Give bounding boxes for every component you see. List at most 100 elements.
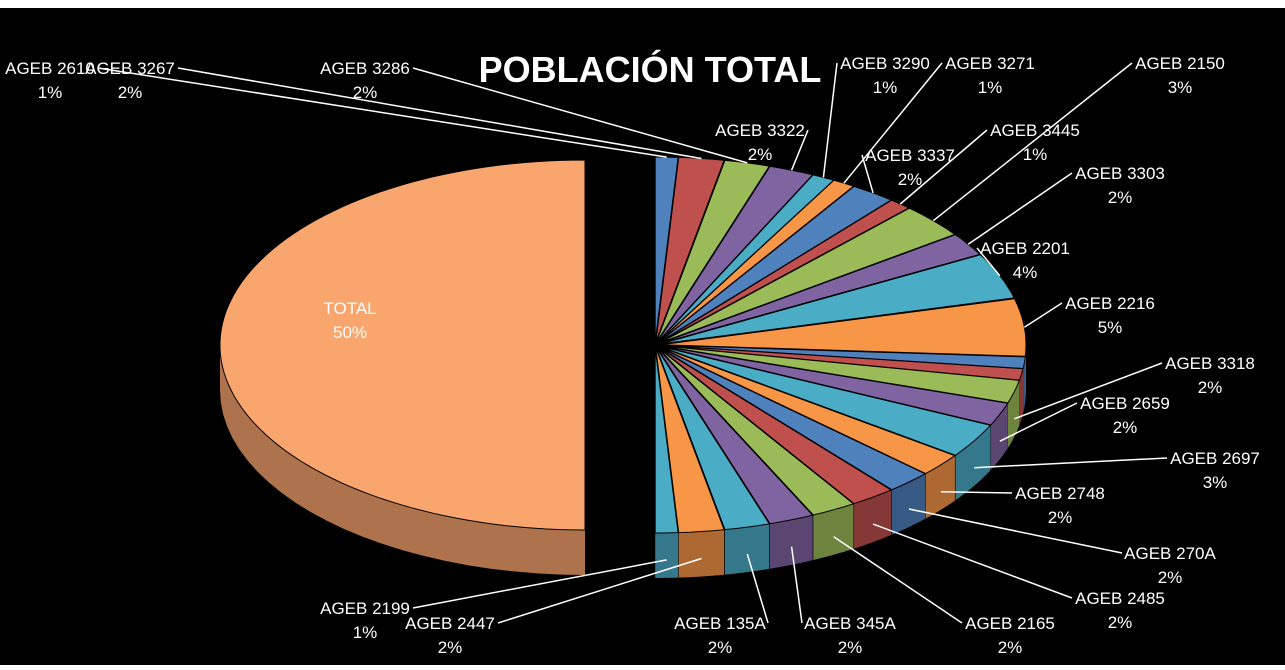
slice-side [678, 529, 725, 578]
slice-side [1019, 368, 1023, 426]
chart-background [0, 8, 1285, 665]
slice-side [724, 523, 770, 575]
slice-label: AGEB 2201 [980, 239, 1070, 258]
slice-label: AGEB 3322 [715, 121, 805, 140]
slice-value-label: 2% [118, 83, 143, 102]
leader-line [932, 62, 1133, 222]
slice-value-label: 2% [998, 638, 1023, 657]
slice-value-label: 2% [1113, 418, 1138, 437]
slice-label: AGEB 3290 [840, 54, 930, 73]
slice-label: AGEB 3318 [1165, 354, 1255, 373]
leader-line [822, 62, 838, 178]
slice-value-label: 5% [1098, 318, 1123, 337]
slice-side [1023, 356, 1026, 414]
slice [660, 346, 992, 456]
slice-side [925, 455, 955, 519]
slice-label: TOTAL [323, 299, 376, 318]
slice-side [1025, 344, 1026, 402]
slice-value-label: 2% [898, 170, 923, 189]
slice-value-label: 2% [1108, 188, 1133, 207]
slice-label: AGEB 3445 [990, 121, 1080, 140]
slice-label: AGEB 2447 [405, 614, 495, 633]
leader-line [861, 154, 874, 194]
leader-line [899, 129, 988, 205]
slice-side [854, 490, 892, 549]
slice-value-label: 4% [1013, 263, 1038, 282]
slice-side [990, 403, 1008, 470]
slice-value-label: 2% [1108, 613, 1133, 632]
leader-line [908, 508, 1123, 554]
slice-side [655, 532, 679, 578]
slice [219, 159, 586, 531]
slice-value-label: 1% [978, 78, 1003, 97]
slice-label: AGEB 3267 [85, 59, 175, 78]
slice-side [813, 503, 854, 560]
slice-label: AGEB 2485 [1075, 589, 1165, 608]
slice-label: AGEB 135A [674, 614, 766, 633]
labels: AGEB 2610 1% AGEB 3267 2% AGEB 3286 2% AGEB 33… [5, 54, 1260, 657]
leader-line [999, 402, 1078, 442]
slice-walls [220, 344, 1026, 578]
slice-value-label: 2% [1048, 508, 1073, 527]
slice-label: AGEB 2165 [965, 614, 1055, 633]
leader-line [177, 67, 702, 160]
leader-line [790, 129, 809, 171]
slice-value-label: 3% [1168, 78, 1193, 97]
leader-line [843, 62, 943, 184]
slice-value-label: 2% [1198, 378, 1223, 397]
leader-line [1023, 302, 1063, 328]
slice-value-label: 2% [353, 83, 378, 102]
slice [658, 346, 927, 491]
slice-label: AGEB 2216 [1065, 294, 1155, 313]
slice [656, 347, 814, 525]
slice-label: AGEB 2697 [1170, 449, 1260, 468]
leader-line [976, 247, 1001, 277]
leader-line [412, 67, 748, 164]
slice-label: AGEB 2610 [5, 59, 95, 78]
leader-line [833, 536, 963, 624]
slice-value-label: 1% [873, 78, 898, 97]
slice-label: AGEB 3337 [865, 146, 955, 165]
chart-title: POBLACIÓN TOTAL [479, 48, 822, 90]
slice-label: AGEB 2659 [1080, 394, 1170, 413]
slice [657, 347, 855, 516]
slice [655, 347, 725, 534]
leader-line [790, 546, 803, 624]
slice-value-label: 2% [438, 638, 463, 657]
slice-label: AGEB 2748 [1015, 484, 1105, 503]
slice-value-label: 50% [333, 323, 367, 342]
leader-line [1014, 362, 1163, 420]
slice-value-label: 2% [838, 638, 863, 657]
slice [658, 346, 893, 505]
slice-label: AGEB 3303 [1075, 164, 1165, 183]
slice [654, 347, 679, 534]
slice-label: AGEB 3271 [945, 54, 1035, 73]
leader-line [97, 67, 667, 158]
leader-line [967, 172, 1073, 245]
slice [656, 347, 771, 531]
slice-label: AGEB 2150 [1135, 54, 1225, 73]
slice-value-label: 1% [1023, 145, 1048, 164]
slice-side [770, 515, 813, 569]
slice-value-label: 3% [1203, 473, 1228, 492]
slice-label: AGEB 3286 [320, 59, 410, 78]
leader-line [412, 559, 667, 609]
slice-tops [219, 156, 1027, 534]
leader-line [974, 457, 1168, 469]
slice-side [955, 425, 991, 501]
leader-line [746, 553, 769, 624]
leader-line [872, 523, 1073, 599]
slice-label: AGEB 345A [804, 614, 896, 633]
leader-line [497, 557, 702, 624]
slice-value-label: 2% [1158, 568, 1183, 587]
slice-label: AGEB 270A [1124, 544, 1216, 563]
slice-label: AGEB 2199 [320, 599, 410, 618]
slice-value-label: 1% [353, 623, 378, 642]
slice-value-label: 2% [708, 638, 733, 657]
slice-value-label: 2% [748, 145, 773, 164]
slice-side [891, 473, 926, 535]
slice-side [220, 345, 585, 575]
slice-value-label: 1% [38, 83, 63, 102]
slice-side [1007, 380, 1020, 448]
